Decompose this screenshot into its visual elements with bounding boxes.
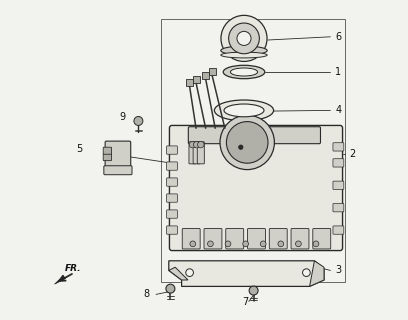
Text: 6: 6 xyxy=(335,32,341,42)
Circle shape xyxy=(303,269,310,276)
FancyBboxPatch shape xyxy=(103,147,111,154)
Circle shape xyxy=(190,241,196,247)
Circle shape xyxy=(193,141,200,148)
FancyBboxPatch shape xyxy=(291,228,309,249)
FancyBboxPatch shape xyxy=(226,228,244,249)
Circle shape xyxy=(220,115,275,170)
Bar xyxy=(193,76,200,83)
Circle shape xyxy=(166,284,175,293)
Ellipse shape xyxy=(231,68,257,76)
Circle shape xyxy=(226,122,268,163)
Polygon shape xyxy=(55,276,66,284)
FancyBboxPatch shape xyxy=(313,228,331,249)
FancyBboxPatch shape xyxy=(169,125,343,251)
FancyBboxPatch shape xyxy=(248,228,266,249)
Circle shape xyxy=(221,15,267,61)
FancyBboxPatch shape xyxy=(188,127,320,144)
Ellipse shape xyxy=(223,65,265,79)
Circle shape xyxy=(186,269,193,276)
Circle shape xyxy=(278,241,284,247)
Text: 3: 3 xyxy=(335,265,341,276)
Circle shape xyxy=(313,241,319,247)
Circle shape xyxy=(243,241,248,247)
Text: 9: 9 xyxy=(119,112,125,122)
Bar xyxy=(202,72,209,79)
Circle shape xyxy=(249,286,258,295)
FancyBboxPatch shape xyxy=(166,226,177,234)
Circle shape xyxy=(295,241,301,247)
FancyBboxPatch shape xyxy=(105,141,131,169)
Ellipse shape xyxy=(224,104,264,117)
Text: 4: 4 xyxy=(335,105,341,116)
FancyBboxPatch shape xyxy=(182,228,200,249)
FancyBboxPatch shape xyxy=(333,159,344,167)
Circle shape xyxy=(189,141,196,148)
FancyBboxPatch shape xyxy=(204,228,222,249)
Bar xyxy=(209,68,216,75)
FancyBboxPatch shape xyxy=(166,146,177,154)
Text: 5: 5 xyxy=(76,144,82,154)
FancyBboxPatch shape xyxy=(166,194,177,202)
FancyBboxPatch shape xyxy=(333,204,344,212)
Circle shape xyxy=(134,116,143,125)
FancyBboxPatch shape xyxy=(104,166,132,175)
Ellipse shape xyxy=(221,52,267,58)
FancyBboxPatch shape xyxy=(333,143,344,151)
Circle shape xyxy=(225,241,231,247)
Circle shape xyxy=(197,141,204,148)
Polygon shape xyxy=(169,267,188,280)
Polygon shape xyxy=(310,261,324,286)
Bar xyxy=(161,19,345,282)
Text: 1: 1 xyxy=(335,67,341,77)
FancyBboxPatch shape xyxy=(166,178,177,186)
Circle shape xyxy=(208,241,213,247)
Text: 7: 7 xyxy=(242,297,248,308)
Ellipse shape xyxy=(214,100,274,121)
Ellipse shape xyxy=(221,46,267,55)
FancyBboxPatch shape xyxy=(166,162,177,170)
Circle shape xyxy=(239,145,243,149)
FancyBboxPatch shape xyxy=(197,142,204,164)
Text: 2: 2 xyxy=(350,148,356,159)
Text: FR.: FR. xyxy=(65,264,81,273)
FancyBboxPatch shape xyxy=(166,210,177,218)
FancyBboxPatch shape xyxy=(333,226,344,234)
FancyBboxPatch shape xyxy=(189,142,196,164)
Bar xyxy=(186,79,193,86)
Polygon shape xyxy=(169,261,324,286)
Text: 8: 8 xyxy=(143,289,149,300)
FancyBboxPatch shape xyxy=(333,181,344,189)
Circle shape xyxy=(237,31,251,45)
FancyBboxPatch shape xyxy=(103,154,111,161)
Circle shape xyxy=(260,241,266,247)
Circle shape xyxy=(228,23,259,54)
FancyBboxPatch shape xyxy=(193,142,200,164)
FancyBboxPatch shape xyxy=(269,228,287,249)
